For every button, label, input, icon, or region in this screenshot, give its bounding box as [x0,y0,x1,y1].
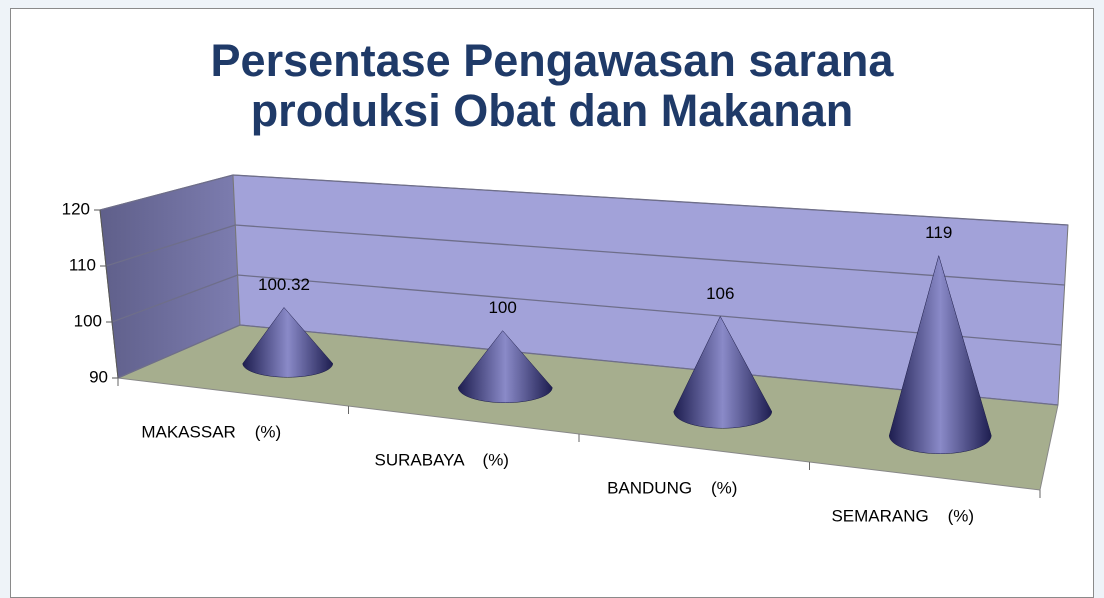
cone [888,254,992,454]
cone [242,307,334,378]
chart-title: Persentase Pengawasan sarana produksi Ob… [210,35,894,136]
y-tick-label: 110 [69,255,96,274]
grid-line [99,174,1069,226]
y-axis [99,209,119,379]
y-tick-label: 100 [74,311,102,330]
value-label: 119 [925,223,952,242]
cone [457,330,553,403]
value-label: 100 [488,298,516,317]
grid-line [105,224,1065,286]
x-tick-label: MAKASSAR (%) [141,422,281,441]
grid-line [117,324,1059,406]
value-label: 100.32 [258,275,310,294]
grid-line [111,274,1062,346]
y-tick-label: 90 [89,367,108,386]
x-tick-label: SURABAYA (%) [375,450,509,469]
y-tick-label: 120 [62,199,90,218]
cone [673,315,773,429]
x-tick-label: SEMARANG (%) [831,506,974,525]
x-tick-label: BANDUNG (%) [607,478,737,497]
value-label: 106 [706,284,734,303]
